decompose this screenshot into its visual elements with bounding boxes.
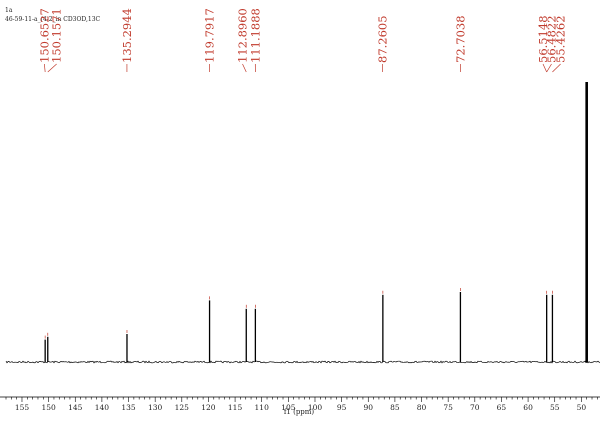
label-connector xyxy=(546,63,552,73)
peak-label: 150.6527 xyxy=(37,8,51,63)
tick-label: 125 xyxy=(175,403,190,412)
tick-label: 140 xyxy=(95,403,110,412)
tick-label: 80 xyxy=(417,403,427,412)
spectrum-peak xyxy=(126,334,128,362)
spectrum-peak xyxy=(208,300,211,362)
peak-label: 56.5148 xyxy=(536,15,550,63)
peak-label: 111.1888 xyxy=(248,8,262,63)
spectrum-peak xyxy=(382,294,384,362)
tick-label: 120 xyxy=(201,403,216,412)
tick-label: 150 xyxy=(41,403,56,412)
x-axis-title: f1 (ppm) xyxy=(284,408,315,416)
tick-label: 85 xyxy=(390,403,400,412)
peak-label: 87.2605 xyxy=(376,15,390,63)
experiment-title: 46-59-11-a_(4-2_in CD3OD,13C xyxy=(5,16,101,23)
tick-label: 95 xyxy=(337,403,347,412)
spectrum-peak xyxy=(47,336,49,362)
spectrum-peak xyxy=(551,294,554,362)
label-connector xyxy=(47,63,57,73)
tick-label: 110 xyxy=(255,403,270,412)
tick-label: 90 xyxy=(363,403,373,412)
peak-label: 112.8960 xyxy=(236,8,250,63)
spectrum-peak xyxy=(254,308,257,362)
spectrum-baseline xyxy=(5,360,600,364)
spectrum-trace xyxy=(5,82,600,364)
tick-label: 60 xyxy=(523,403,533,412)
tick-label: 100 xyxy=(308,403,323,412)
spectrum-peak xyxy=(459,292,462,362)
tick-label: 115 xyxy=(228,403,243,412)
tick-label: 155 xyxy=(15,403,30,412)
peak-label: 150.1571 xyxy=(50,8,64,63)
spectrum-peak xyxy=(44,339,46,362)
tick-label: 145 xyxy=(68,403,83,412)
tick-label: 135 xyxy=(121,403,136,412)
label-connector xyxy=(542,63,547,73)
tick-label: 65 xyxy=(497,403,507,412)
peak-label: 72.7038 xyxy=(453,15,467,63)
spectrum-peak xyxy=(585,82,588,362)
sample-id: 1a xyxy=(5,7,13,14)
tick-label: 105 xyxy=(281,403,296,412)
tick-label: 70 xyxy=(470,403,480,412)
x-axis: 155 150 145 140 135 130 125 120 115 110 105 100 95 90… xyxy=(0,396,600,412)
peak-label: 55.4262 xyxy=(554,15,568,63)
peak-label: 119.7917 xyxy=(203,8,217,63)
peak-label: 56.4822 xyxy=(545,15,559,63)
tick-label: 130 xyxy=(148,403,163,412)
spectrum-peak xyxy=(245,308,247,362)
tick-label: 55 xyxy=(550,403,560,412)
label-connector xyxy=(552,63,561,73)
spectrum-peak xyxy=(546,294,548,362)
label-connector xyxy=(242,63,247,73)
tick-label: 75 xyxy=(443,403,453,412)
peak-label: 135.2944 xyxy=(120,8,134,63)
label-connector xyxy=(44,63,46,73)
tick-label: 50 xyxy=(577,403,587,412)
